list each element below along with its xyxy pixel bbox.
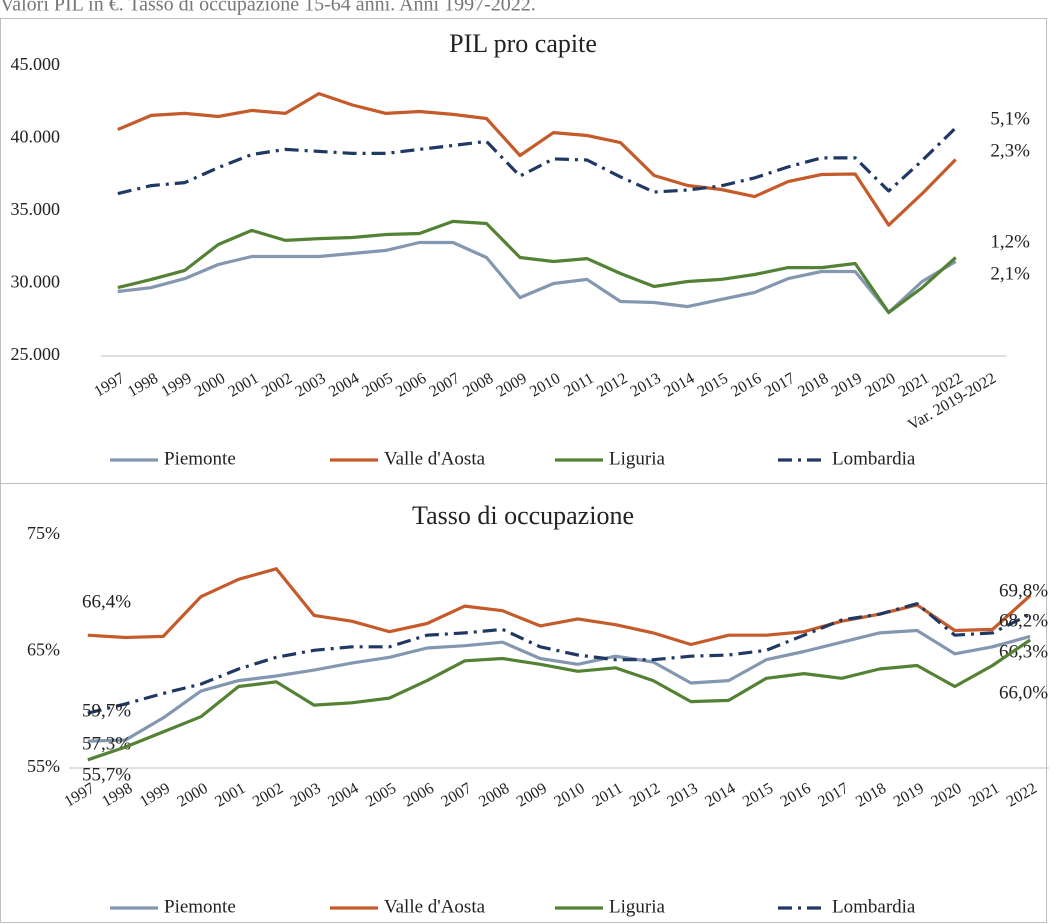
x-tick-label: 2015 xyxy=(695,370,731,401)
subtitle: Valori PIL in €. Tasso di occupazione 15… xyxy=(0,0,536,16)
annotation: 2,1% xyxy=(990,263,1030,284)
y-tick-label: 25.000 xyxy=(11,344,61,364)
x-tick-label: 2015 xyxy=(740,780,776,811)
x-tick-label: 2007 xyxy=(427,370,463,401)
x-tick-label: 2020 xyxy=(928,780,964,811)
x-tick-label: 2021 xyxy=(896,370,932,401)
x-tick-label: 1997 xyxy=(91,370,127,401)
x-tick-label: 2020 xyxy=(862,370,898,401)
series-line xyxy=(87,638,1032,762)
y-tick-label: 75% xyxy=(27,523,60,543)
x-tick-label: 2012 xyxy=(627,780,663,811)
value-label: 66,3% xyxy=(999,641,1048,662)
x-tick-label: 2010 xyxy=(527,370,563,401)
x-tick-label: 2008 xyxy=(476,780,512,811)
legend-label: Piemonte xyxy=(164,896,236,917)
y-tick-label: 65% xyxy=(27,640,60,660)
x-tick-label: 2001 xyxy=(212,780,248,811)
x-tick-label: 2018 xyxy=(795,370,831,401)
x-tick-label: 2018 xyxy=(853,780,889,811)
series-line xyxy=(87,567,1032,647)
x-tick-label: 2000 xyxy=(175,780,211,811)
x-tick-label: 2013 xyxy=(665,780,701,811)
x-tick-label: 2002 xyxy=(250,780,286,811)
x-tick-label: 1999 xyxy=(158,370,194,401)
y-tick-label: 35.000 xyxy=(11,199,61,219)
value-label: 68,2% xyxy=(999,610,1048,631)
series-line xyxy=(117,126,957,196)
annotation: 2,3% xyxy=(990,140,1030,161)
annotation: 1,2% xyxy=(990,231,1030,252)
x-tick-label: 1998 xyxy=(125,370,161,401)
x-tick-label: 2016 xyxy=(778,780,814,811)
x-tick-label: 2003 xyxy=(292,370,328,401)
series-line xyxy=(87,628,1031,743)
x-tick-label: 2008 xyxy=(460,370,496,401)
x-tick-label: 2017 xyxy=(815,780,851,811)
x-tick-label: 2006 xyxy=(401,780,437,811)
y-tick-label: 55% xyxy=(27,756,60,776)
x-tick-label: 2004 xyxy=(325,780,361,811)
legend-label: Lombardia xyxy=(832,896,916,917)
value-label: 66,4% xyxy=(82,591,131,612)
series-line xyxy=(87,602,1031,715)
value-label: 57,3% xyxy=(82,733,131,754)
value-label: 66,0% xyxy=(999,682,1048,703)
x-tick-label: 2016 xyxy=(728,370,764,401)
x-tick-label: 2022 xyxy=(1004,780,1040,811)
x-tick-label: 2011 xyxy=(590,780,626,810)
x-tick-label: 2010 xyxy=(551,780,587,811)
panel-frame xyxy=(0,483,1047,923)
chart-title: Tasso di occupazione xyxy=(412,501,634,530)
x-tick-label: 2003 xyxy=(288,780,324,811)
legend-label: Valle d'Aosta xyxy=(384,448,486,469)
series-line xyxy=(117,219,957,315)
x-tick-label: 2007 xyxy=(438,780,474,811)
x-tick-label: 2006 xyxy=(393,370,429,401)
x-tick-label: 2009 xyxy=(514,780,550,811)
legend-label: Valle d'Aosta xyxy=(384,896,486,917)
x-tick-label: 2012 xyxy=(594,370,630,401)
value-label: 55,7% xyxy=(82,764,131,785)
x-tick-label: 2021 xyxy=(966,780,1002,811)
value-label: 69,8% xyxy=(999,580,1048,601)
y-tick-label: 45.000 xyxy=(11,54,61,74)
value-label: 59,7% xyxy=(82,700,131,721)
legend-label: Liguria xyxy=(609,896,665,917)
chart-title: PIL pro capite xyxy=(449,29,597,58)
annotation: 5,1% xyxy=(990,108,1030,129)
legend-label: Lombardia xyxy=(832,448,916,469)
y-tick-label: 40.000 xyxy=(11,127,61,147)
x-tick-label: 2004 xyxy=(326,370,362,401)
x-tick-label: 2001 xyxy=(225,370,261,401)
x-tick-label: 2013 xyxy=(628,370,664,401)
series-line xyxy=(117,240,957,315)
x-tick-label: 2017 xyxy=(762,370,798,401)
x-tick-label: 1999 xyxy=(137,780,173,811)
x-tick-label: 2011 xyxy=(561,370,597,400)
x-tick-label: 2014 xyxy=(702,780,738,811)
x-tick-label: 2019 xyxy=(829,370,865,401)
legend-label: Liguria xyxy=(609,448,665,469)
series-line xyxy=(117,92,957,227)
x-tick-label: 2005 xyxy=(360,370,396,401)
y-tick-label: 30.000 xyxy=(11,272,61,292)
x-tick-label: 2000 xyxy=(192,370,228,401)
x-tick-label: 2002 xyxy=(259,370,295,401)
x-tick-label: 2019 xyxy=(891,780,927,811)
x-tick-label: 2014 xyxy=(661,370,697,401)
x-tick-label: 2005 xyxy=(363,780,399,811)
panel-frame xyxy=(0,18,1047,484)
legend-label: Piemonte xyxy=(164,448,236,469)
x-tick-label: 2009 xyxy=(494,370,530,401)
